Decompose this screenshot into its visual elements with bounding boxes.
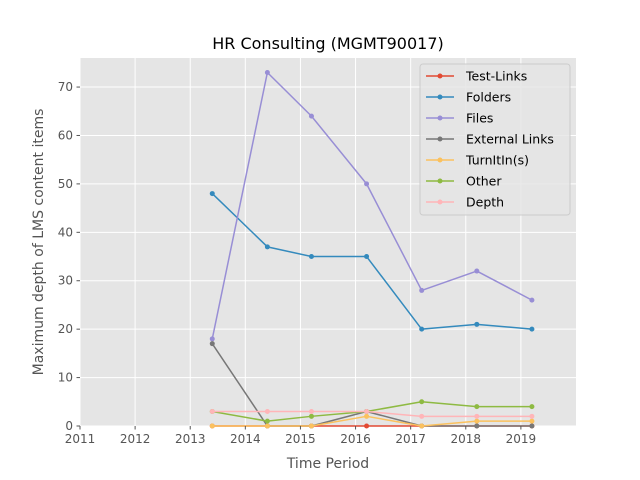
data-point	[529, 297, 535, 303]
legend-item-folders: Folders	[426, 90, 511, 105]
data-point	[529, 423, 535, 429]
data-point	[529, 404, 535, 410]
data-point	[209, 408, 215, 414]
data-point	[308, 413, 314, 419]
x-tick-label: 2011	[65, 432, 96, 446]
data-point	[308, 408, 314, 414]
legend-box	[419, 63, 571, 216]
series-folders	[209, 191, 535, 332]
legend-label: Files	[466, 111, 493, 126]
legend-item-test-links: Test-Links	[426, 69, 527, 84]
y-tick-label: 70	[58, 80, 73, 94]
data-point	[264, 418, 270, 424]
data-point	[264, 423, 270, 429]
series-turnitin-s	[209, 413, 535, 429]
x-tick-label: 2014	[230, 432, 261, 446]
data-point	[419, 423, 425, 429]
legend-label: Test-Links	[465, 69, 527, 84]
legend-label: Depth	[466, 195, 504, 210]
legend-item-files: Files	[426, 111, 493, 126]
legend-label: TurnItIn(s)	[465, 153, 529, 168]
y-tick-label: 20	[58, 322, 73, 336]
data-point	[209, 423, 215, 429]
series-depth	[209, 408, 535, 419]
data-point	[474, 321, 480, 327]
data-point	[419, 287, 425, 293]
legend-label: Other	[466, 174, 502, 189]
data-point	[474, 418, 480, 424]
data-point	[419, 399, 425, 405]
y-tick-label: 0	[65, 419, 73, 433]
series-files	[209, 70, 535, 342]
legend-label: Folders	[466, 90, 511, 105]
data-point	[308, 113, 314, 119]
y-tick-label: 10	[58, 371, 73, 385]
legend-marker	[437, 94, 443, 100]
x-tick-label: 2013	[175, 432, 206, 446]
y-tick-label: 40	[58, 225, 73, 239]
data-point	[364, 413, 370, 419]
y-axis-ticks: 0 10 20 30 40 50 60 70	[58, 80, 80, 433]
data-point	[209, 336, 215, 342]
data-point	[529, 326, 535, 332]
data-point	[209, 341, 215, 347]
data-point	[264, 244, 270, 250]
data-point	[264, 408, 270, 414]
y-tick-label: 50	[58, 177, 73, 191]
data-point	[364, 408, 370, 414]
x-tick-label: 2017	[395, 432, 426, 446]
data-point	[529, 418, 535, 424]
y-axis-label: Maximum depth of LMS content items	[31, 109, 47, 376]
x-tick-label: 2018	[451, 432, 482, 446]
x-tick-label: 2015	[285, 432, 316, 446]
data-point	[419, 413, 425, 419]
x-tick-label: 2019	[506, 432, 537, 446]
data-point	[474, 404, 480, 410]
chart-title: HR Consulting (MGMT90017)	[212, 34, 444, 53]
legend-item-other: Other	[426, 174, 502, 189]
legend-marker	[437, 115, 443, 121]
legend-item-depth: Depth	[426, 195, 504, 210]
data-point	[209, 191, 215, 197]
data-point	[419, 326, 425, 332]
x-tick-label: 2016	[340, 432, 371, 446]
legend-marker	[437, 136, 443, 142]
y-tick-label: 30	[58, 274, 73, 288]
legend-marker	[437, 73, 443, 79]
data-point	[364, 181, 370, 187]
data-point	[474, 413, 480, 419]
legend-marker	[437, 178, 443, 184]
y-tick-label: 60	[58, 128, 73, 142]
data-point	[364, 423, 370, 429]
data-point	[474, 423, 480, 429]
data-point	[308, 423, 314, 429]
legend: Test-Links Folders Files External Links Turn…	[419, 63, 571, 216]
legend-marker	[437, 199, 443, 205]
x-axis-ticks: 2011 2012 2013 2014 2015 2016 2017 2018 2019	[65, 426, 536, 446]
data-point	[364, 254, 370, 260]
x-tick-label: 2012	[120, 432, 151, 446]
legend-item-turnitin-s: TurnItIn(s)	[426, 153, 529, 168]
legend-label: External Links	[466, 132, 554, 147]
data-point	[529, 413, 535, 419]
data-point	[308, 254, 314, 260]
legend-marker	[437, 157, 443, 163]
legend-item-external-links: External Links	[426, 132, 554, 147]
data-point	[264, 70, 270, 76]
series-lines	[209, 70, 535, 429]
x-axis-label: Time Period	[286, 456, 369, 472]
data-point	[474, 268, 480, 274]
